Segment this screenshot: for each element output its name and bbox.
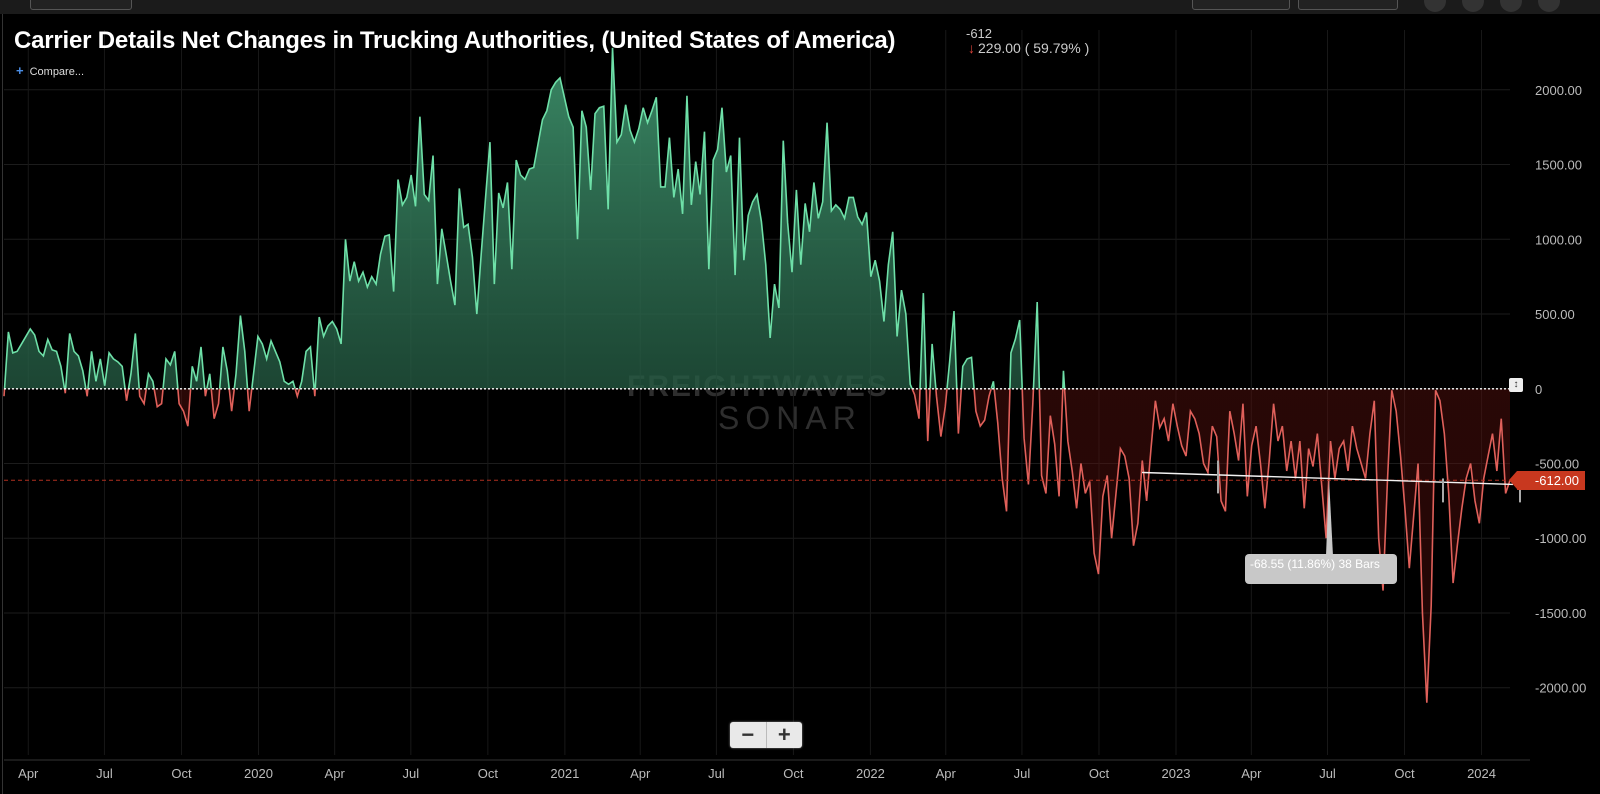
change-value: 229.00 ( 59.79% )	[978, 40, 1090, 56]
toolbar-button[interactable]	[1192, 0, 1290, 10]
x-tick-label: Jul	[1319, 766, 1336, 781]
y-tick-label: -1000.00	[1535, 531, 1586, 546]
series-line-positive	[3, 47, 1066, 389]
measure-pointer	[1326, 478, 1333, 556]
y-tick-label: 500.00	[1535, 307, 1575, 322]
toolbar-circle-button[interactable]	[1462, 0, 1484, 12]
positive-area	[4, 47, 1065, 389]
y-tick-label: 1500.00	[1535, 158, 1582, 173]
down-arrow-icon: ↓	[968, 40, 975, 56]
last-value: -612	[966, 26, 993, 41]
measure-tooltip: -68.55 (11.86%) 38 Bars	[1245, 554, 1397, 584]
x-tick-label: Jul	[96, 766, 113, 781]
toolbar-circle-button[interactable]	[1424, 0, 1446, 12]
x-tick-label: Apr	[936, 766, 957, 781]
x-tick-label: 2021	[550, 766, 579, 781]
x-tick-label: 2023	[1162, 766, 1191, 781]
toolbar-button[interactable]	[1298, 0, 1398, 10]
change-readout: ↓ 229.00 ( 59.79% )	[968, 40, 1089, 56]
y-tick-label: -1500.00	[1535, 606, 1586, 621]
x-tick-label: Apr	[630, 766, 651, 781]
compare-button[interactable]: + Compare...	[16, 63, 84, 78]
x-tick-label: Jul	[708, 766, 725, 781]
zero-line-handle[interactable]: ↕	[1509, 378, 1523, 392]
x-tick-label: 2022	[856, 766, 885, 781]
x-tick-label: 2020	[244, 766, 273, 781]
toolbar-button[interactable]	[30, 0, 132, 10]
y-tick-label: 0	[1535, 382, 1542, 397]
x-tick-label: 2024	[1467, 766, 1496, 781]
series-line-negative	[3, 388, 1511, 703]
compare-label: Compare...	[29, 66, 85, 78]
y-tick-label: 1000.00	[1535, 232, 1582, 247]
x-tick-label: Oct	[783, 766, 804, 781]
top-toolbar	[0, 0, 1600, 14]
x-tick-label: Jul	[1014, 766, 1031, 781]
x-tick-label: Oct	[1394, 766, 1415, 781]
plus-icon: +	[16, 63, 24, 78]
x-tick-label: Oct	[1089, 766, 1110, 781]
current-value-label: -612.00	[1509, 471, 1585, 490]
toolbar-circle-button[interactable]	[1500, 0, 1522, 12]
x-tick-label: Oct	[478, 766, 499, 781]
watermark-sonar: SONAR	[718, 400, 862, 436]
y-tick-label: -2000.00	[1535, 681, 1586, 696]
measure-line	[1141, 471, 1514, 486]
toolbar-circle-button[interactable]	[1538, 0, 1560, 12]
x-tick-label: Apr	[1241, 766, 1262, 781]
x-tick-label: Apr	[325, 766, 346, 781]
negative-area	[4, 388, 1510, 703]
x-tick-label: Jul	[403, 766, 420, 781]
x-tick-label: Apr	[18, 766, 39, 781]
x-tick-label: Oct	[171, 766, 192, 781]
zoom-control: − +	[730, 722, 802, 748]
y-tick-label: 2000.00	[1535, 83, 1582, 98]
zoom-in-button[interactable]: +	[765, 722, 803, 748]
chart-title: Carrier Details Net Changes in Trucking …	[14, 27, 896, 54]
zoom-out-button[interactable]: −	[741, 722, 755, 747]
y-tick-label: -500.00	[1535, 457, 1579, 472]
